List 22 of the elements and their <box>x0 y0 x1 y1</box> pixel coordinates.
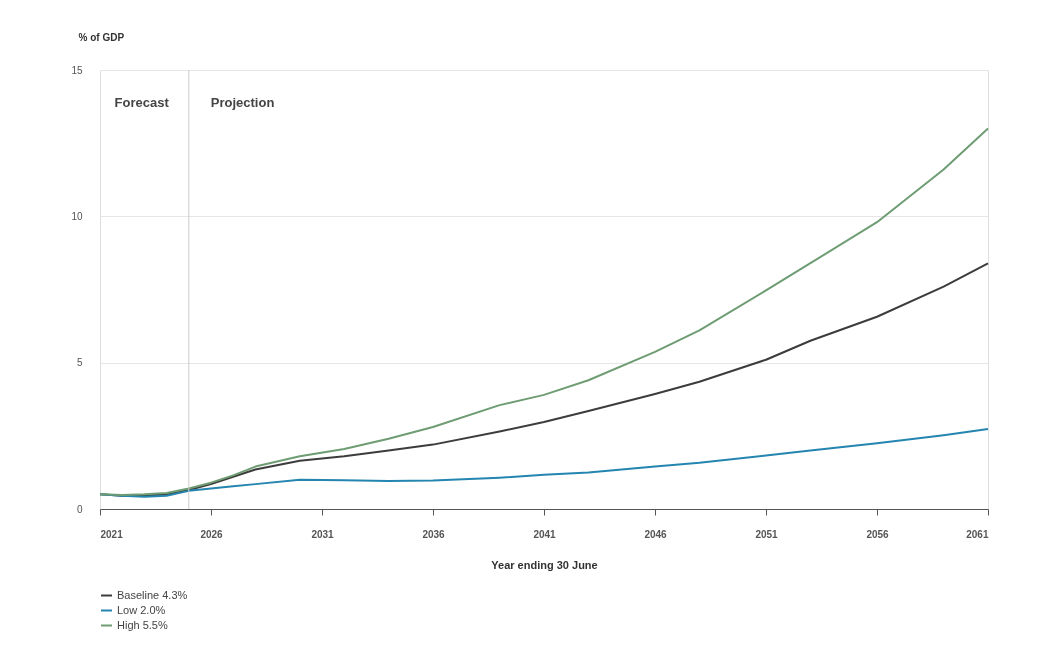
x-tick-label: 2056 <box>866 528 890 540</box>
y-tick-label: 10 <box>71 210 83 222</box>
x-tick-label: 2041 <box>533 528 557 540</box>
x-tick-label: 2051 <box>755 528 779 540</box>
x-tick-label: 2036 <box>422 528 446 540</box>
y-tick-label: 5 <box>76 357 83 369</box>
annotation: Projection <box>210 95 275 110</box>
x-tick-label: 2026 <box>200 528 224 540</box>
x-tick-label: 2061 <box>966 528 989 540</box>
x-tick-label: 2046 <box>644 528 668 540</box>
annotation: Forecast <box>114 95 170 110</box>
line-series <box>99 127 989 496</box>
legend-label: High 5.5% <box>117 618 168 631</box>
y-tick-label: 0 <box>76 503 83 515</box>
x-tick-label: 2031 <box>311 528 335 540</box>
legend-label: Baseline 4.3% <box>117 588 188 601</box>
y-tick-label: 15 <box>71 64 83 76</box>
legend-label: Low 2.0% <box>117 603 166 616</box>
line-series <box>99 428 989 498</box>
y-axis-title: % of GDP <box>78 31 125 43</box>
x-axis-title: Year ending 30 June <box>491 558 598 571</box>
x-tick-label: 2021 <box>100 528 124 540</box>
